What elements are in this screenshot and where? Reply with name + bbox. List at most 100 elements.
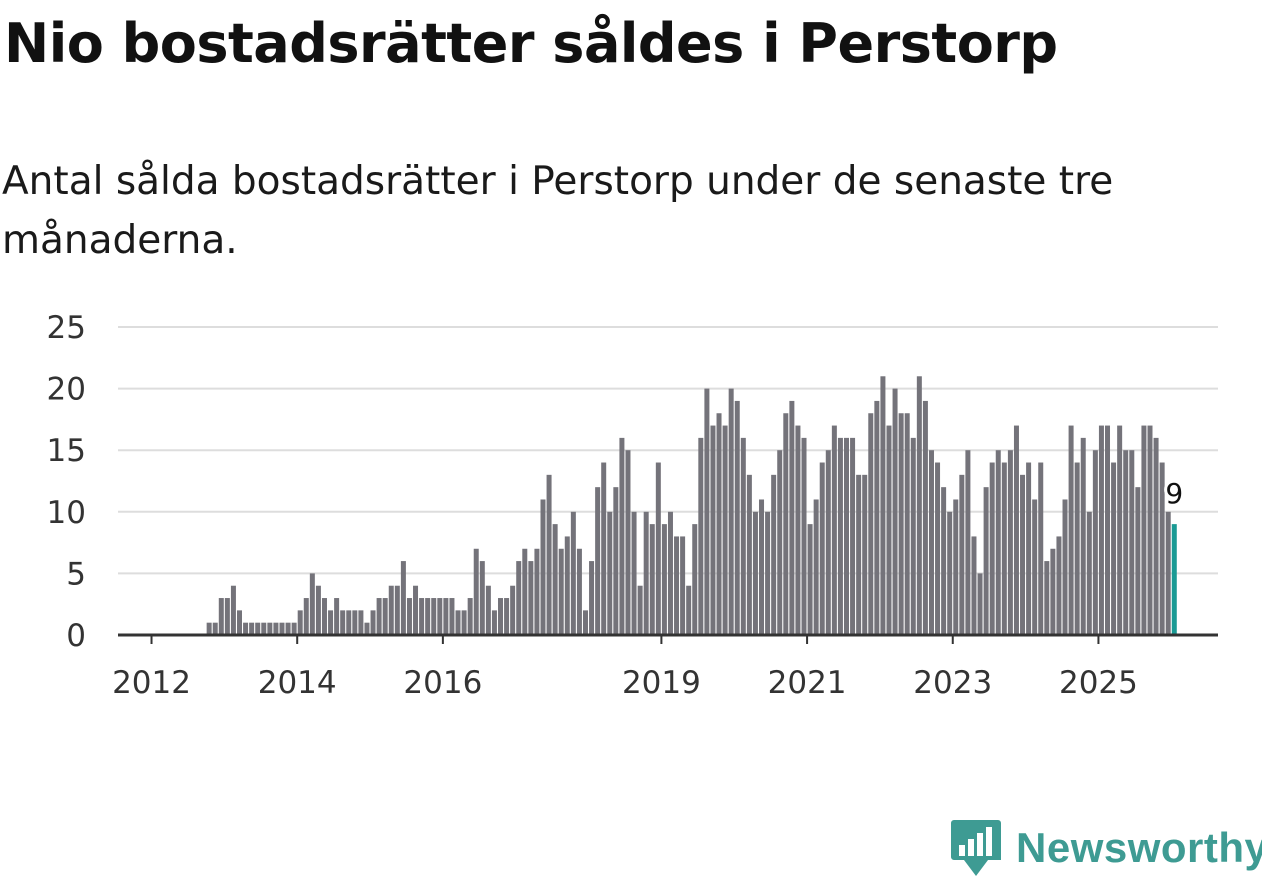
- bar: [740, 437, 746, 635]
- bar: [661, 524, 667, 635]
- y-tick-label: 10: [47, 495, 86, 531]
- y-tick-label: 20: [47, 372, 86, 408]
- bar: [340, 610, 346, 635]
- bar: [844, 437, 849, 635]
- newsworthy-brand: Newsworthy: [950, 818, 1262, 878]
- x-tick-label: 2021: [768, 665, 847, 701]
- bar: [297, 610, 303, 635]
- bar: [491, 610, 497, 635]
- bar: [959, 474, 965, 635]
- x-tick-label: 2025: [1059, 665, 1138, 701]
- bar: [722, 425, 728, 635]
- bar: [777, 450, 783, 635]
- bar: [467, 598, 473, 635]
- bar: [601, 462, 607, 635]
- bar: [516, 561, 522, 635]
- bar: [1056, 536, 1062, 635]
- bar: [910, 437, 916, 635]
- bar: [443, 598, 449, 635]
- bar: [1153, 437, 1159, 635]
- bar: [1062, 499, 1068, 635]
- bar: [279, 622, 285, 635]
- bar: [880, 376, 886, 635]
- bar: [206, 622, 212, 635]
- bar: [783, 413, 789, 635]
- bar: [1007, 450, 1013, 635]
- bar: [224, 598, 230, 635]
- bar: [400, 561, 406, 635]
- chart-subtitle: Antal sålda bostadsrätter i Perstorp und…: [2, 159, 1114, 263]
- bar: [965, 450, 971, 635]
- chart-title: Nio bostadsrätter såldes i Perstorp: [4, 12, 1058, 75]
- bar: [364, 622, 370, 635]
- bar: [473, 548, 479, 635]
- y-tick-label: 5: [66, 556, 86, 592]
- bar: [752, 511, 758, 635]
- bar: [243, 622, 249, 635]
- bar: [504, 598, 510, 635]
- bar: [552, 524, 558, 635]
- bar: [388, 585, 394, 635]
- bar: [394, 585, 400, 635]
- x-tick-label: 2019: [622, 665, 701, 701]
- bar: [352, 610, 358, 635]
- bar: [704, 388, 710, 635]
- bar: [455, 610, 461, 635]
- bar: [582, 610, 588, 635]
- bar: [431, 598, 437, 635]
- bar: [862, 474, 868, 635]
- bars: [206, 376, 1177, 635]
- bar: [625, 450, 631, 635]
- bar: [437, 598, 443, 635]
- bar: [1044, 561, 1050, 635]
- bar: [267, 622, 273, 635]
- bar: [255, 622, 261, 635]
- bar-highlighted: [1171, 524, 1177, 635]
- bar: [686, 585, 692, 635]
- bar: [321, 598, 327, 635]
- bar: [1026, 462, 1032, 635]
- bar: [941, 487, 947, 635]
- bar: [485, 585, 491, 635]
- bar: [1074, 462, 1080, 635]
- bar: [564, 536, 570, 635]
- y-tick-label: 25: [47, 310, 86, 346]
- bar: [261, 622, 267, 635]
- bar: [309, 573, 315, 635]
- bar: [1092, 450, 1098, 635]
- bar: [692, 524, 698, 635]
- bar: [1111, 462, 1117, 635]
- bar: [334, 598, 340, 635]
- bar: [983, 487, 989, 635]
- bar: [1098, 425, 1104, 635]
- bar: [1001, 462, 1007, 635]
- bar: [674, 536, 680, 635]
- bar: [249, 622, 255, 635]
- bar: [1147, 425, 1153, 635]
- x-tick-label: 2012: [112, 665, 191, 701]
- x-tick-label: 2016: [403, 665, 482, 701]
- bar: [576, 548, 582, 635]
- bar: [1141, 425, 1147, 635]
- bar: [667, 511, 673, 635]
- bar: [1032, 499, 1038, 635]
- bar: [1129, 450, 1135, 635]
- bar: [953, 499, 959, 635]
- bar: [419, 598, 425, 635]
- bar: [916, 376, 922, 635]
- bar: [1050, 548, 1056, 635]
- bar: [825, 450, 831, 635]
- bar: [971, 536, 977, 635]
- bar: [728, 388, 734, 635]
- bar: [680, 536, 686, 635]
- bar: [498, 598, 504, 635]
- bar: [977, 573, 983, 635]
- bar: [649, 524, 655, 635]
- bar: [801, 437, 807, 635]
- y-tick-label: 15: [47, 433, 86, 469]
- bar: [819, 462, 825, 635]
- bar: [856, 474, 862, 635]
- bar: [212, 622, 218, 635]
- bar: [904, 413, 910, 635]
